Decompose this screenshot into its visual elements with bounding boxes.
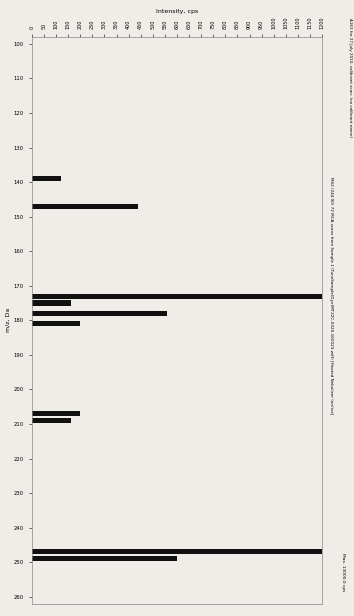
- Text: MS2 (244.90) 72 MCA scans from Sample 1 (TuneSample(Dye)MT22C-0320-160023.wiff) : MS2 (244.90) 72 MCA scans from Sample 1 …: [329, 177, 333, 415]
- Text: A163 for 27.July 2010, calibrant scan: (no calibrant name): A163 for 27.July 2010, calibrant scan: (…: [348, 18, 353, 137]
- Bar: [32, 418, 70, 423]
- Text: Max. 13000.0 cps: Max. 13000.0 cps: [341, 553, 346, 591]
- Bar: [32, 321, 80, 326]
- Bar: [32, 311, 167, 316]
- Bar: [32, 301, 70, 306]
- Bar: [32, 549, 354, 554]
- Bar: [32, 204, 138, 209]
- Bar: [32, 556, 177, 561]
- Bar: [32, 411, 80, 416]
- X-axis label: Intensity, cps: Intensity, cps: [156, 9, 198, 14]
- Y-axis label: m/z, Da: m/z, Da: [6, 308, 11, 333]
- Bar: [32, 294, 322, 299]
- Bar: [32, 176, 61, 181]
